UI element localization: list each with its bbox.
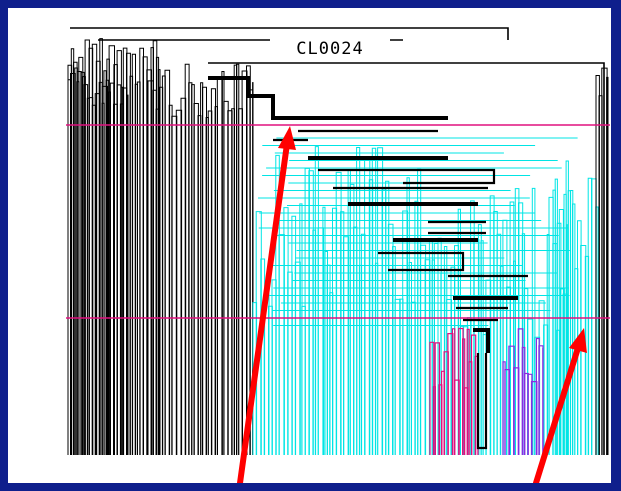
dendrogram-panel: CL0024 [8,8,611,483]
merge-backbone [70,27,605,455]
black-cluster-right [595,67,609,455]
backbone-segment [208,76,448,120]
annotation-arrows [237,126,587,483]
backbone-segment [473,328,490,353]
black-leaves-right [595,67,609,455]
backbone-segment [208,62,605,455]
black-leaves-left-c [67,67,129,455]
arrow-left-head [278,126,296,150]
cut-lines [66,124,610,319]
backbone-segment [378,251,465,272]
black-cluster-left [67,38,254,455]
backbone-segment [318,168,496,185]
diagram-title: CL0024 [270,36,390,62]
arrow-right [533,345,581,483]
arrow-right-head [569,328,587,353]
black-leaves-left-b [147,63,254,455]
purple-leaves [502,328,544,455]
purple-cluster [502,328,544,455]
dendrogram [66,27,610,483]
magenta-cluster [429,327,479,455]
magenta-leaves [429,327,479,455]
arrow-left [237,141,290,483]
backbone-segment [476,353,488,450]
cyan-cluster [252,137,599,455]
backbone-segment [70,27,509,40]
cyan-leaves-right [552,160,599,455]
cyan-connectors [258,137,578,326]
